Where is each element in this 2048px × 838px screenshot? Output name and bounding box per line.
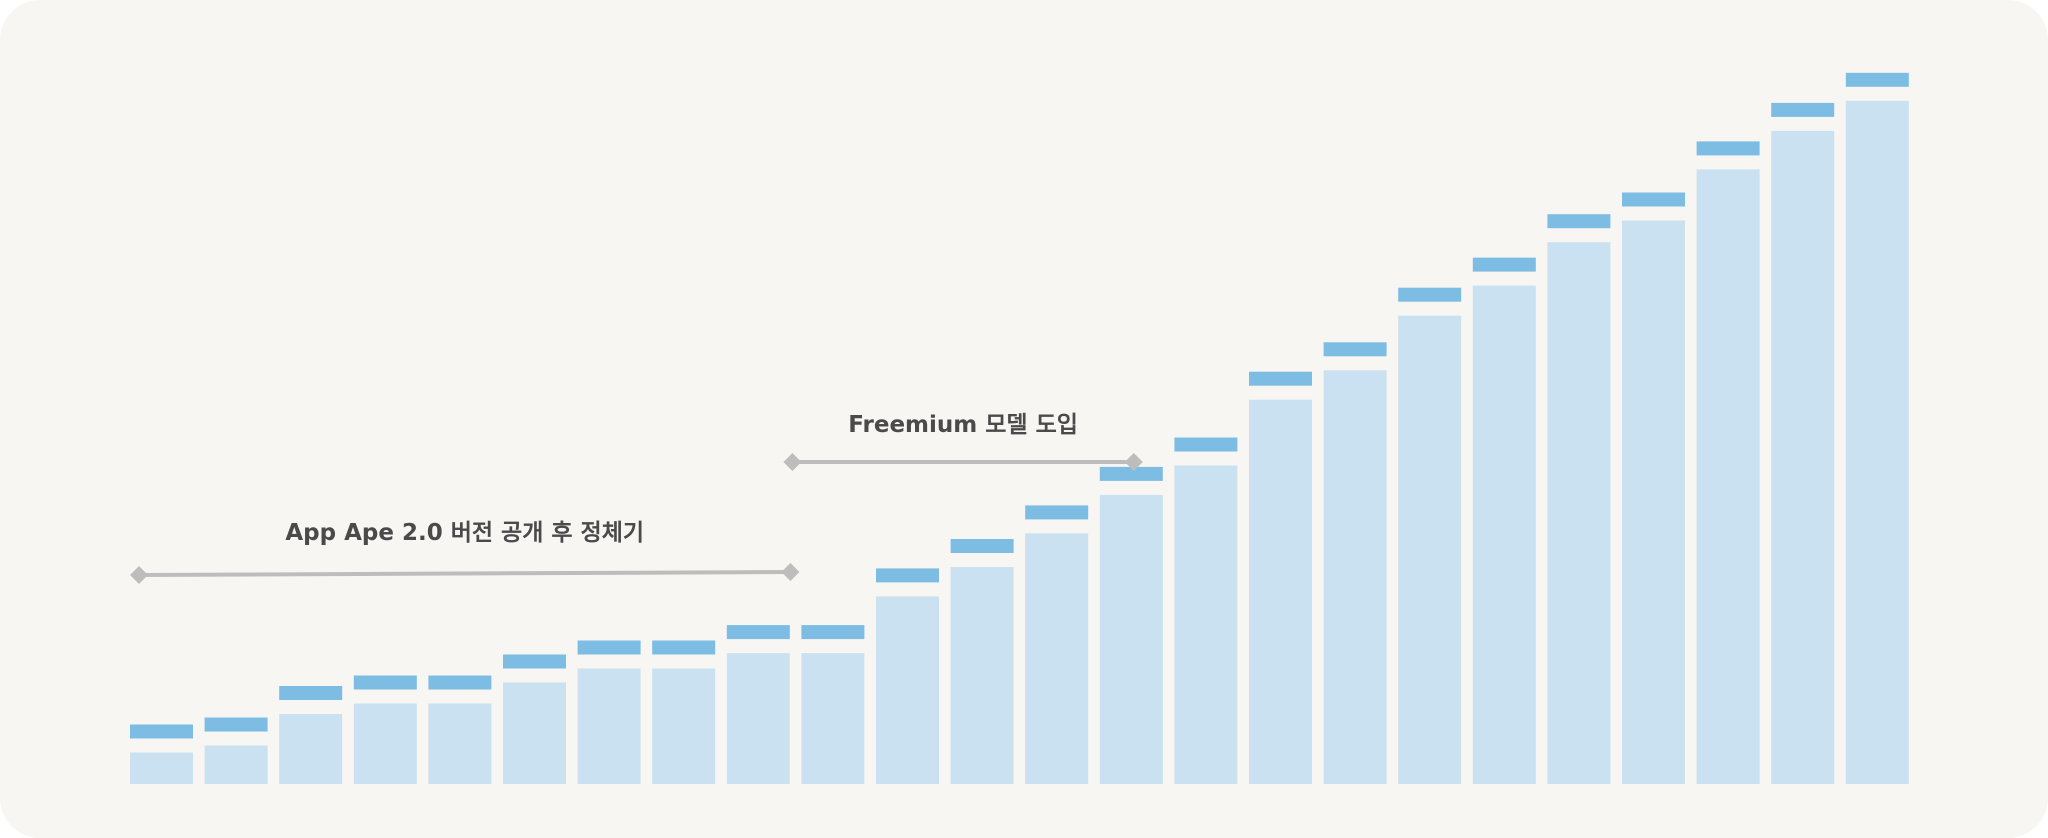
bar-15 — [1174, 465, 1238, 784]
bar-cap-18 — [1398, 287, 1462, 302]
bar-cap-13 — [1025, 505, 1089, 520]
bar-20 — [1547, 242, 1611, 784]
bar-cap-6 — [503, 654, 566, 669]
bar-cap-15 — [1174, 437, 1238, 452]
bar-cap-7 — [577, 640, 641, 655]
freemium-annotation-label: Freemium 모델 도입 — [848, 412, 1078, 438]
bar-2 — [204, 745, 268, 784]
freemium-range-start-marker — [783, 453, 802, 471]
plateau-range-start-marker — [130, 566, 148, 584]
plateau-range-end-marker — [781, 563, 800, 581]
bar-4 — [353, 703, 417, 784]
bar-6 — [503, 682, 566, 784]
bar-24 — [1845, 100, 1909, 785]
bar-19 — [1472, 285, 1536, 784]
bar-cap-2 — [204, 717, 268, 732]
bar-3 — [279, 714, 343, 784]
bar-cap-5 — [428, 675, 492, 690]
bar-cap-11 — [876, 568, 939, 583]
bar-11 — [876, 596, 939, 784]
bar-10 — [801, 653, 865, 784]
bar-cap-17 — [1323, 342, 1387, 357]
bar-14 — [1099, 494, 1163, 784]
bar-5 — [428, 703, 492, 784]
bar-7 — [577, 668, 641, 784]
bar-cap-9 — [726, 625, 790, 640]
freemium-range-end-marker — [1124, 453, 1143, 471]
bar-cap-16 — [1249, 371, 1312, 386]
bar-9 — [726, 653, 790, 784]
bar-23 — [1771, 130, 1835, 784]
bar-22 — [1696, 169, 1760, 784]
bar-cap-1 — [130, 724, 193, 739]
bar-16 — [1249, 399, 1312, 784]
bar-17 — [1323, 370, 1387, 784]
annotation-freemium: Freemium 모델 도입 — [783, 412, 1143, 471]
bar-18 — [1398, 315, 1462, 784]
bar-cap-14 — [1099, 466, 1163, 481]
bar-cap-19 — [1472, 257, 1536, 272]
plateau-range-line — [138, 570, 791, 577]
annotation-plateau: App Ape 2.0 버전 공개 후 정체기 — [130, 520, 800, 584]
bar-cap-20 — [1547, 214, 1611, 229]
bar-21 — [1622, 220, 1685, 784]
bar-13 — [1025, 533, 1089, 784]
bar-cap-3 — [279, 686, 343, 700]
bar-cap-10 — [801, 625, 865, 640]
bar-cap-23 — [1771, 102, 1835, 117]
bar-cap-21 — [1622, 192, 1685, 207]
plateau-annotation-label: App Ape 2.0 버전 공개 후 정체기 — [285, 520, 644, 546]
bar-group — [130, 72, 1909, 785]
bar-cap-24 — [1845, 72, 1909, 87]
bar-cap-12 — [950, 539, 1014, 553]
bar-cap-22 — [1696, 141, 1760, 156]
bar-8 — [652, 668, 716, 784]
bar-cap-8 — [652, 640, 716, 655]
bar-1 — [130, 752, 193, 784]
bar-cap-4 — [353, 675, 417, 690]
bar-12 — [950, 567, 1014, 784]
